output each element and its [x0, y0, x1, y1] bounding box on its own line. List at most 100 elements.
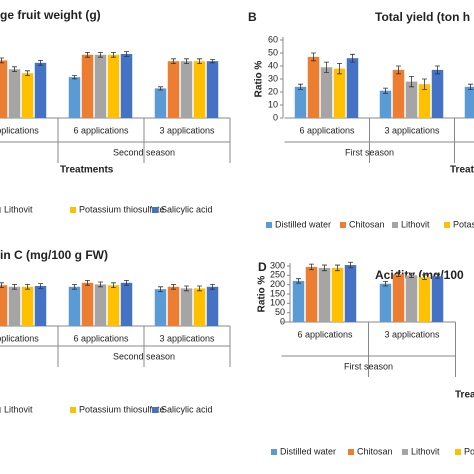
x-tick-label: 6 applications — [299, 125, 355, 135]
bar — [154, 289, 167, 326]
chart-title: ge fruit weight (g) — [0, 8, 101, 22]
bar — [307, 56, 320, 118]
legend-label: Salicylic acid — [161, 404, 213, 414]
error-bar — [309, 263, 314, 271]
bar — [167, 61, 180, 118]
error-bar — [25, 70, 30, 76]
x-tick-label: 6 applications — [297, 329, 353, 339]
legend-swatch — [455, 449, 461, 455]
error-bar — [184, 285, 189, 292]
error-bar — [422, 274, 427, 280]
legend-swatch — [70, 407, 76, 413]
bar — [331, 267, 344, 322]
y-tick-label: 100 — [270, 298, 285, 308]
bar — [464, 86, 474, 118]
bar — [333, 68, 346, 118]
error-bar — [171, 284, 176, 290]
error-bar — [409, 272, 414, 278]
bar — [294, 86, 307, 118]
group-label: Second season — [113, 351, 175, 361]
y-tick-label: 150 — [270, 288, 285, 298]
bar — [94, 284, 107, 326]
error-bar — [296, 278, 301, 284]
panel: ge fruit weight (g) applications 6 applica… — [0, 8, 231, 214]
error-bar — [98, 281, 103, 288]
y-axis-label: Ratio % — [257, 276, 268, 313]
x-tick-label: 3 applications — [159, 333, 215, 343]
legend-swatch — [0, 207, 1, 213]
y-tick-label: 300 — [270, 260, 285, 270]
bar — [180, 288, 193, 326]
bar — [379, 90, 392, 118]
x-tick-label: applications — [0, 333, 39, 343]
panel: in C (mg/100 g FW) applications 6 applicat… — [0, 248, 231, 414]
bar — [120, 54, 133, 118]
bar — [8, 69, 21, 118]
bar — [431, 69, 444, 118]
error-bar — [111, 282, 116, 288]
error-bar — [337, 63, 342, 75]
legend-swatch — [444, 222, 450, 228]
error-bar — [396, 271, 401, 278]
error-bar — [111, 52, 116, 58]
group-label: First season — [345, 147, 394, 157]
error-bar — [25, 284, 30, 290]
error-bar — [72, 75, 77, 80]
bar — [21, 286, 34, 326]
bar — [346, 58, 359, 118]
legend-label: Potassium thiosulfate — [79, 404, 165, 414]
error-bar — [0, 57, 4, 64]
x-tick-label: 3 applications — [384, 329, 440, 339]
error-bar — [383, 87, 388, 94]
error-bar — [158, 86, 163, 91]
y-tick-label: 0 — [280, 316, 285, 326]
legend-label: Potas — [453, 219, 474, 229]
error-bar — [322, 264, 327, 272]
bar — [81, 282, 94, 326]
error-bar — [124, 51, 129, 57]
legend-swatch — [152, 207, 158, 213]
x-axis-label: Treatme — [450, 165, 474, 176]
bar — [34, 286, 47, 326]
bar — [405, 81, 418, 118]
y-tick-label: 0 — [273, 112, 278, 122]
error-bar — [409, 76, 414, 88]
bar — [34, 62, 47, 118]
panel-label: D — [258, 260, 267, 274]
y-tick-label: 40 — [268, 60, 278, 70]
bar — [305, 266, 318, 322]
bar — [206, 61, 219, 118]
error-bar — [197, 285, 202, 292]
x-tick-label: 6 applications — [73, 125, 129, 135]
error-bar — [38, 283, 43, 289]
error-bar — [98, 52, 103, 58]
legend-swatch — [70, 207, 76, 213]
error-bar — [435, 274, 440, 279]
bar — [431, 276, 444, 322]
bar — [418, 277, 431, 322]
bar — [405, 275, 418, 322]
bar — [68, 77, 81, 118]
error-bar — [350, 53, 355, 63]
x-tick-label: applications — [0, 125, 39, 135]
error-bar — [72, 284, 77, 290]
error-bar — [0, 282, 4, 288]
error-bar — [311, 52, 316, 62]
legend-label: Lithovit — [411, 446, 440, 456]
bar — [0, 60, 8, 118]
bar — [107, 54, 120, 118]
error-bar — [184, 58, 189, 64]
legend-swatch — [0, 407, 1, 413]
bar — [193, 61, 206, 118]
legend-swatch — [152, 407, 158, 413]
bar — [392, 274, 405, 322]
error-bar — [396, 65, 401, 75]
y-tick-label: 10 — [268, 99, 278, 109]
panel-label: B — [248, 10, 257, 24]
error-bar — [85, 280, 90, 286]
bar — [344, 265, 357, 322]
y-tick-label: 30 — [268, 73, 278, 83]
bar — [8, 286, 21, 326]
